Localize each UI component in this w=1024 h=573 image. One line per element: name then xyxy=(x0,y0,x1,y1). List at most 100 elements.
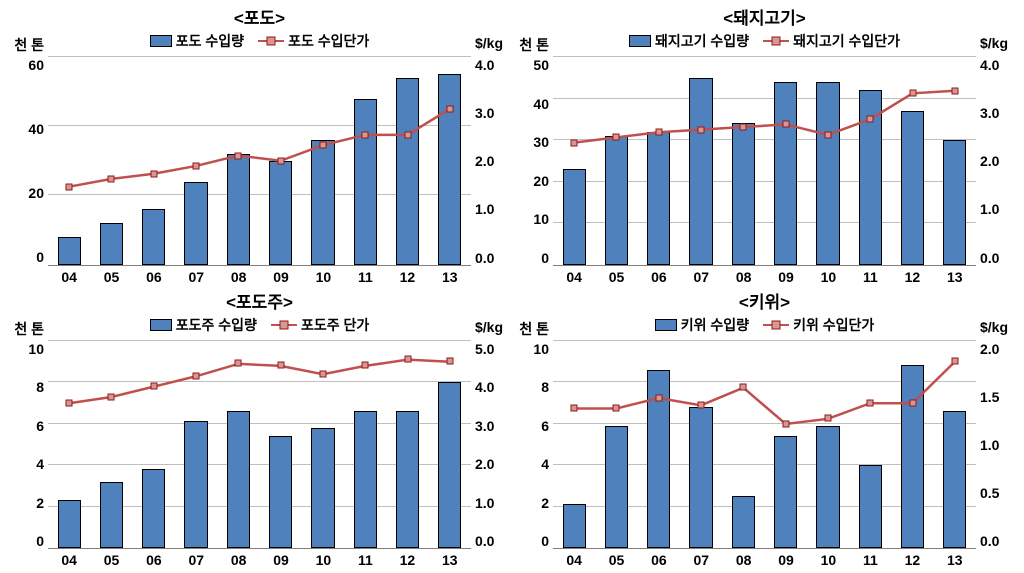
line-marker xyxy=(66,399,73,406)
line-marker xyxy=(740,124,747,131)
y-tick-left: 6 xyxy=(541,418,549,434)
y-axis-left: 천 톤50403020100 xyxy=(513,53,553,286)
line-series xyxy=(48,57,471,265)
y-tick-left: 0 xyxy=(36,533,44,549)
y-tick-left: 8 xyxy=(541,379,549,395)
x-tick: 08 xyxy=(736,269,752,285)
y-axis-left-title: 천 톤 xyxy=(519,319,549,339)
x-tick: 05 xyxy=(609,269,625,285)
y-tick-right: 0.0 xyxy=(475,250,494,266)
chart-title: <돼지고기> xyxy=(723,4,805,29)
y-axis-right-title: $/kg xyxy=(475,35,503,51)
line-marker xyxy=(150,383,157,390)
y-tick-right: 1.0 xyxy=(475,201,494,217)
line-marker xyxy=(446,105,453,112)
line-marker xyxy=(66,183,73,190)
chart-area: 천 톤108642004050607080910111213$/kg2.01.5… xyxy=(513,337,1016,570)
x-tick: 13 xyxy=(947,269,963,285)
x-tick: 04 xyxy=(566,552,582,568)
x-tick: 12 xyxy=(400,269,416,285)
x-axis: 04050607080910111213 xyxy=(48,552,471,568)
x-tick: 09 xyxy=(273,552,289,568)
line-marker xyxy=(150,170,157,177)
y-tick-right: 2.0 xyxy=(980,341,999,357)
legend-bar-label: 포도주 수입량 xyxy=(176,315,257,335)
legend-line: 포도 수입단가 xyxy=(258,31,369,51)
line-marker xyxy=(655,394,662,401)
x-tick: 09 xyxy=(778,269,794,285)
y-axis-right-title: $/kg xyxy=(475,319,503,335)
y-tick-left: 6 xyxy=(36,418,44,434)
legend: 포도주 수입량 포도주 단가 xyxy=(150,315,369,335)
y-tick-left: 30 xyxy=(533,134,549,150)
y-tick-right: 2.0 xyxy=(475,456,494,472)
x-tick: 07 xyxy=(694,269,710,285)
y-tick-left: 2 xyxy=(36,495,44,511)
y-tick-left: 50 xyxy=(533,57,549,73)
y-tick-left: 20 xyxy=(533,173,549,189)
x-tick: 12 xyxy=(400,552,416,568)
y-tick-right: 2.0 xyxy=(475,153,494,169)
line-marker xyxy=(951,358,958,365)
x-axis: 04050607080910111213 xyxy=(553,552,976,568)
line-marker xyxy=(108,175,115,182)
line-marker xyxy=(277,157,284,164)
x-tick: 06 xyxy=(651,269,667,285)
x-tick: 10 xyxy=(821,552,837,568)
x-tick: 07 xyxy=(694,552,710,568)
line-marker xyxy=(404,131,411,138)
x-tick: 06 xyxy=(651,552,667,568)
legend: 돼지고기 수입량 돼지고기 수입단가 xyxy=(629,31,900,51)
line-marker xyxy=(613,404,620,411)
y-axis-left: 천 톤6040200 xyxy=(8,53,48,286)
line-marker xyxy=(319,142,326,149)
legend-bar-label: 돼지고기 수입량 xyxy=(655,31,749,51)
y-axis-right: $/kg5.04.03.02.01.00.0 xyxy=(471,337,511,570)
y-axis-right-title: $/kg xyxy=(980,35,1008,51)
panel-grape: <포도> 포도 수입량 포도 수입단가 천 톤60402000405060708… xyxy=(8,4,511,286)
chart-area: 천 톤604020004050607080910111213$/kg4.03.0… xyxy=(8,53,511,286)
line-marker xyxy=(698,401,705,408)
y-tick-right: 2.0 xyxy=(980,153,999,169)
x-tick: 04 xyxy=(61,552,77,568)
line-marker xyxy=(235,152,242,159)
line-marker xyxy=(782,121,789,128)
x-tick: 11 xyxy=(358,269,373,285)
chart-area: 천 톤5040302010004050607080910111213$/kg4.… xyxy=(513,53,1016,286)
line-marker xyxy=(824,131,831,138)
y-axis-left-title: 천 톤 xyxy=(519,35,549,55)
y-tick-right: 4.0 xyxy=(475,379,494,395)
legend-bar: 포도주 수입량 xyxy=(150,315,257,335)
line-marker xyxy=(909,399,916,406)
x-tick: 08 xyxy=(231,269,247,285)
plot-area: 04050607080910111213 xyxy=(553,341,976,550)
x-tick: 11 xyxy=(358,552,373,568)
legend-bar: 포도 수입량 xyxy=(150,31,244,51)
line-marker xyxy=(319,370,326,377)
y-axis-left-title: 천 톤 xyxy=(14,319,44,339)
x-tick: 11 xyxy=(863,269,878,285)
y-tick-left: 10 xyxy=(533,341,549,357)
chart-title: <포도> xyxy=(234,4,285,29)
x-axis: 04050607080910111213 xyxy=(48,269,471,285)
line-marker xyxy=(404,356,411,363)
y-tick-right: 1.0 xyxy=(980,201,999,217)
x-tick: 07 xyxy=(189,269,205,285)
y-tick-right: 4.0 xyxy=(475,57,494,73)
line-marker xyxy=(193,372,200,379)
line-marker xyxy=(951,87,958,94)
y-tick-right: 1.0 xyxy=(475,495,494,511)
legend-bar-label: 키위 수입량 xyxy=(681,315,749,335)
x-tick: 04 xyxy=(566,269,582,285)
line-marker xyxy=(824,415,831,422)
line-marker xyxy=(235,360,242,367)
x-tick: 09 xyxy=(273,269,289,285)
x-tick: 12 xyxy=(905,552,921,568)
y-axis-right: $/kg4.03.02.01.00.0 xyxy=(471,53,511,286)
x-tick: 13 xyxy=(442,269,458,285)
line-marker xyxy=(193,162,200,169)
legend-line-label: 키위 수입단가 xyxy=(793,315,874,335)
plot-area: 04050607080910111213 xyxy=(48,341,471,550)
x-tick: 11 xyxy=(863,552,878,568)
y-tick-left: 40 xyxy=(533,96,549,112)
